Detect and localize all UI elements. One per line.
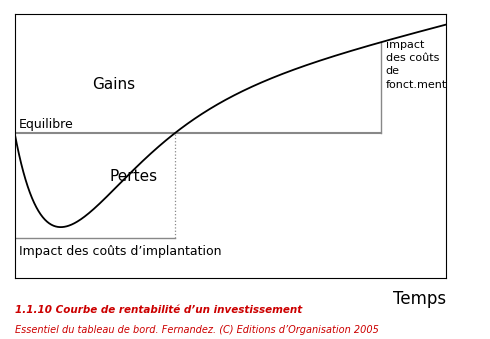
Text: Essentiel du tableau de bord. Fernandez. (C) Editions d’Organisation 2005: Essentiel du tableau de bord. Fernandez.… bbox=[15, 325, 379, 335]
Text: Equilibre: Equilibre bbox=[19, 118, 74, 131]
Text: Impact des coûts d’implantation: Impact des coûts d’implantation bbox=[19, 245, 221, 258]
Text: Gains: Gains bbox=[92, 77, 135, 92]
Text: impact
des coûts
de
fonct.ment: impact des coûts de fonct.ment bbox=[386, 40, 447, 89]
Text: Pertes: Pertes bbox=[110, 170, 158, 184]
Text: Temps: Temps bbox=[393, 290, 446, 308]
Text: 1.1.10 Courbe de rentabilité d’un investissement: 1.1.10 Courbe de rentabilité d’un invest… bbox=[15, 305, 302, 315]
